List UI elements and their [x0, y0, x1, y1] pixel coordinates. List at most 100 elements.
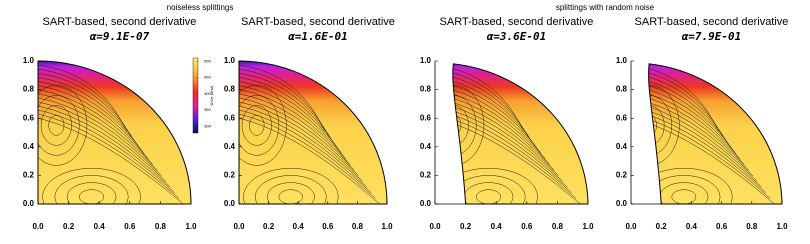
field — [38, 61, 191, 204]
contour-line — [38, 97, 162, 177]
y-tick-label: 0.2 — [616, 171, 628, 180]
contour-line — [648, 175, 721, 204]
contour-line — [38, 85, 149, 160]
contour-line — [239, 85, 346, 160]
contour-line — [452, 101, 564, 182]
contour-line — [648, 101, 758, 182]
x-tick-label: 0.4 — [94, 222, 106, 231]
y-tick-label: 0.0 — [420, 199, 432, 208]
contour-line — [452, 89, 550, 165]
contour-line — [239, 113, 376, 199]
contour-line — [452, 97, 559, 177]
y-tick-label: 0.0 — [23, 199, 35, 208]
x-tick-label: 0.8 — [352, 222, 364, 231]
contour-line — [648, 109, 766, 193]
contour-line — [452, 113, 577, 199]
contour-line — [239, 97, 359, 177]
contour-line — [38, 109, 175, 193]
contour-line — [452, 85, 546, 160]
contour-line — [648, 168, 733, 204]
contour-line — [38, 85, 88, 166]
contour-line — [648, 73, 728, 143]
contour-line — [239, 85, 287, 166]
contour-line — [243, 168, 339, 204]
panel-title: SART-based, second derivative — [440, 16, 594, 28]
contour-line — [239, 73, 334, 143]
colorbar-tick-label: 300 — [204, 124, 211, 129]
contour-line — [452, 117, 581, 204]
contour-line — [38, 81, 145, 154]
contour-line — [239, 109, 372, 193]
contour-line — [239, 95, 280, 156]
contour-line — [648, 68, 723, 137]
contour-line — [48, 115, 65, 136]
contour-line — [241, 105, 272, 146]
x-tick-label: 0.8 — [552, 222, 564, 231]
contour-line — [66, 182, 117, 204]
y-tick-label: 0.0 — [616, 199, 628, 208]
x-tick-label: 0.0 — [429, 222, 441, 231]
colorbar — [192, 57, 199, 134]
x-tick-label: 0.2 — [656, 222, 668, 231]
contour-line — [239, 89, 351, 165]
x-tick-label: 0.8 — [746, 222, 758, 231]
outline — [238, 60, 388, 205]
panel-subtitle: α=9.1E-07 — [90, 30, 150, 43]
contour-line — [239, 68, 330, 137]
contour-line — [648, 85, 741, 160]
contour-line — [38, 68, 132, 137]
contour-line — [38, 101, 167, 182]
x-tick-label: 0.6 — [322, 222, 334, 231]
contour-line — [648, 97, 754, 177]
contour-line — [452, 68, 529, 137]
contour-line — [40, 105, 72, 146]
contour-line — [239, 117, 380, 204]
panel-title: SART-based, second derivative — [635, 16, 789, 28]
panel-subtitle: α=7.9E-01 — [682, 30, 742, 43]
contour-line — [38, 105, 171, 188]
contour-line — [648, 89, 745, 165]
y-tick-label: 0.8 — [23, 85, 35, 94]
contour-line — [476, 189, 502, 204]
x-tick-label: 1.0 — [776, 222, 788, 231]
contour-line — [648, 117, 775, 204]
contour-line — [38, 113, 180, 199]
colorbar-tick-label: 450 — [204, 75, 211, 80]
outline — [648, 63, 783, 205]
outline — [452, 63, 589, 205]
y-tick-label: 0.4 — [224, 142, 236, 151]
contour-line — [255, 175, 327, 204]
group-heading: noiseless splittings — [167, 3, 234, 12]
x-tick-label: 1.0 — [185, 222, 197, 231]
y-tick-label: 0.2 — [23, 171, 35, 180]
x-tick-label: 1.0 — [381, 222, 393, 231]
contour-line — [38, 77, 140, 148]
y-tick-label: 0.2 — [224, 171, 236, 180]
contour-line — [452, 168, 538, 204]
y-tick-label: 0.4 — [420, 142, 432, 151]
y-tick-label: 1.0 — [420, 56, 432, 65]
contour-line — [79, 189, 105, 204]
y-tick-label: 1.0 — [224, 56, 236, 65]
x-tick-label: 0.0 — [233, 222, 245, 231]
colorbar-tick-label: 400 — [204, 91, 211, 96]
x-tick-label: 0.8 — [155, 222, 167, 231]
contour-field — [648, 63, 782, 204]
contour-line — [648, 113, 771, 199]
panel-title: SART-based, second derivative — [241, 16, 395, 28]
contour-field — [452, 63, 588, 204]
contour-line — [648, 77, 732, 148]
y-tick-label: 1.0 — [23, 56, 35, 65]
y-tick-label: 1.0 — [616, 56, 628, 65]
panel-subtitle: α=1.6E-01 — [288, 30, 348, 43]
panel-subtitle: α=3.6E-01 — [487, 30, 547, 43]
contour-line — [239, 105, 368, 188]
x-tick-label: 0.6 — [521, 222, 533, 231]
y-tick-label: 0.6 — [224, 113, 236, 122]
contour-field — [239, 61, 387, 204]
y-tick-label: 0.6 — [616, 113, 628, 122]
y-tick-label: 0.8 — [420, 85, 432, 94]
x-tick-label: 0.0 — [625, 222, 637, 231]
y-tick-label: 0.2 — [420, 171, 432, 180]
